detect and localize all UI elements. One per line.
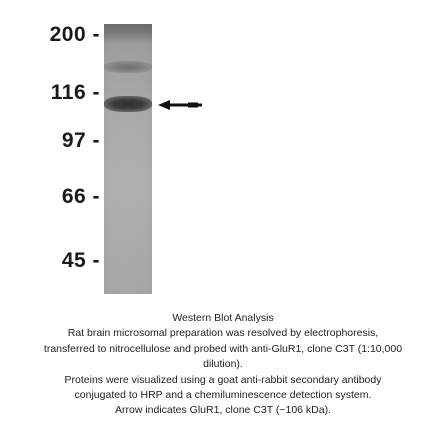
marker-97-label: 97 -	[61, 129, 100, 152]
band-top-smear	[104, 24, 152, 42]
marker-200-label: 200 -	[49, 23, 100, 46]
band-glur1	[104, 96, 152, 112]
western-blot-figure: 200 - 116 - 97 - 66 - 45 -	[49, 23, 202, 294]
caption-line: Arrow indicates GluR1, clone C3T (~106 k…	[114, 404, 332, 417]
caption-line: conjugated to HRP and a chemiluminescenc…	[74, 389, 372, 402]
figure-caption: Western Blot Analysis Rat brain microsom…	[0, 311, 446, 419]
caption-line: Proteins were visualized using a goat an…	[64, 373, 382, 386]
band-faint	[104, 61, 152, 73]
left-arrow-icon	[158, 100, 202, 110]
blot-lane	[104, 24, 152, 294]
marker-45-label: 45 -	[61, 249, 100, 272]
caption-line: transferred to nitrocellulose and probed…	[43, 342, 403, 355]
caption-title: Western Blot Analysis	[172, 312, 274, 324]
caption-line: dilution).	[203, 358, 243, 371]
marker-116-label: 116 -	[50, 81, 100, 104]
caption-line: Rat brain microsomal preparation was res…	[67, 327, 379, 340]
marker-66-label: 66 -	[61, 185, 100, 208]
